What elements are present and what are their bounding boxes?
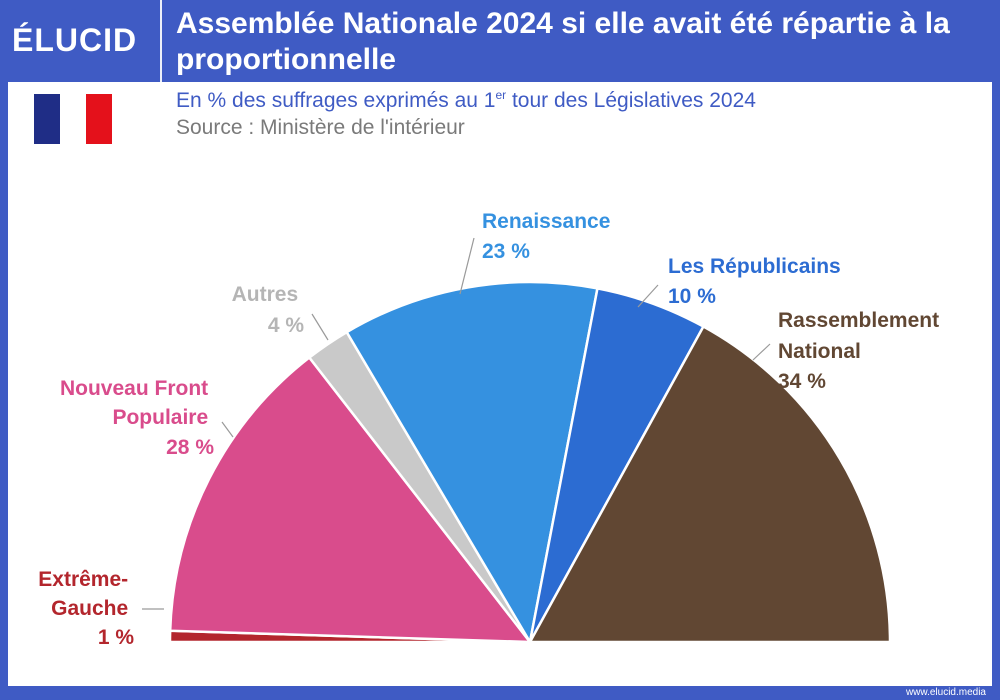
header-divider — [160, 0, 162, 82]
hemicycle-chart: Extrême- Gauche 1 % Nouveau Front Popula… — [38, 210, 945, 649]
elucid-logo: ÉLUCID — [12, 22, 138, 58]
chart-source: Source : Ministère de l'intérieur — [176, 116, 465, 139]
chart-panel: En % des suffrages exprimés au 1er tour … — [8, 82, 992, 686]
slice-renaissance — [345, 280, 599, 646]
france-flag-icon — [34, 94, 112, 144]
label-renaissance: Renaissance 23 % — [482, 210, 616, 263]
leader-line-nouveau-front-populaire — [221, 421, 234, 438]
page-title: Assemblée Nationale 2024 si elle avait é… — [176, 7, 950, 76]
label-autres: Autres 4 % — [232, 283, 305, 337]
label-nouveau-front-populaire: Nouveau Front Populaire 28 % — [60, 377, 214, 459]
slice-nouveau-front-populaire — [168, 355, 533, 644]
label-extreme-gauche: Extrême- Gauche 1 % — [38, 568, 134, 649]
leader-line-autres — [311, 313, 329, 341]
leader-line-renaissance — [459, 237, 475, 295]
slice-rassemblement-national — [527, 324, 892, 644]
footer-url: www.elucid.media — [905, 687, 986, 698]
header: ÉLUCID Assemblée Nationale 2024 si elle … — [0, 0, 1000, 82]
leader-line-rassemblement-national — [752, 343, 771, 361]
label-rassemblement-national: Rassemblement National 34 % — [778, 309, 945, 393]
label-les-republicains: Les Républicains 10 % — [668, 255, 847, 308]
chart-subtitle: En % des suffrages exprimés au 1er tour … — [176, 88, 756, 112]
leader-line-les-republicains — [637, 284, 659, 308]
